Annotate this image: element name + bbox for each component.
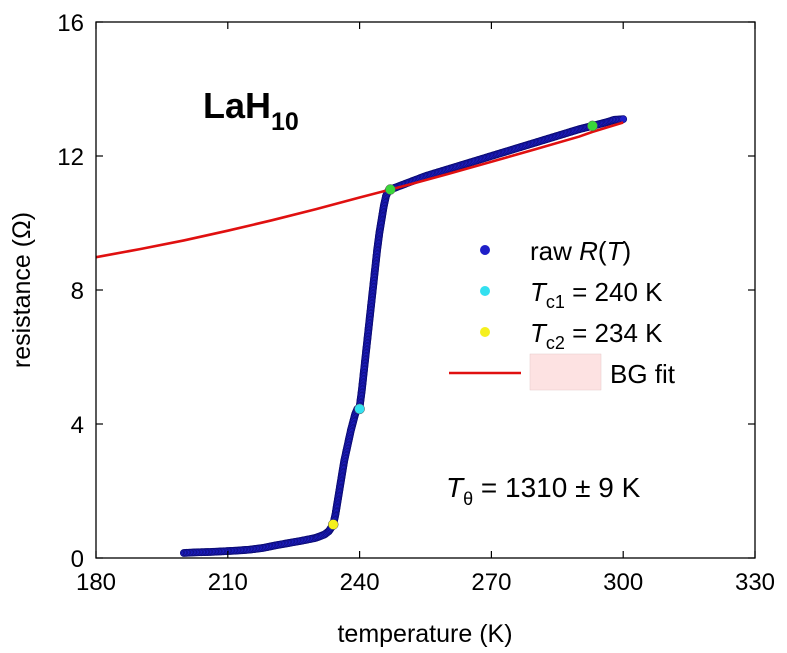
highlight-point bbox=[385, 184, 396, 195]
legend-label-part: ) bbox=[622, 236, 631, 266]
legend-label-part: ( bbox=[598, 236, 607, 266]
data-point bbox=[619, 115, 628, 124]
raw-series bbox=[179, 115, 628, 557]
legend-label-part: = 240 K bbox=[565, 277, 663, 307]
legend-label: Tc2 = 234 K bbox=[530, 318, 663, 353]
legend-fit-box bbox=[529, 353, 602, 391]
legend-marker bbox=[480, 245, 490, 255]
legend-label-part: T bbox=[530, 277, 548, 307]
legend-label-part: c2 bbox=[546, 333, 565, 353]
y-tick-label: 0 bbox=[71, 546, 84, 573]
theta-annotation-symbol: T bbox=[446, 472, 465, 503]
legend-label-part: = 234 K bbox=[565, 318, 663, 348]
y-tick-label: 16 bbox=[57, 10, 84, 37]
y-tick-label: 4 bbox=[71, 412, 84, 439]
x-tick-label: 270 bbox=[471, 569, 511, 596]
highlight-point bbox=[354, 403, 365, 415]
highlight-point bbox=[327, 519, 339, 530]
legend-label-part: R bbox=[579, 236, 598, 266]
y-tick-label: 12 bbox=[57, 144, 84, 171]
x-tick-label: 240 bbox=[340, 569, 380, 596]
legend-label: raw R(T) bbox=[530, 236, 631, 266]
axes: 180 210 240 270 300 330 0 4 8 12 16 bbox=[57, 10, 775, 596]
legend-label-part: T bbox=[607, 236, 625, 266]
x-axis-label: temperature (K) bbox=[337, 620, 512, 648]
legend-marker bbox=[480, 286, 490, 296]
x-tick-label: 180 bbox=[76, 569, 116, 596]
theta-annotation-text: = 1310 ± 9 K bbox=[473, 472, 640, 503]
legend-label: BG fit bbox=[610, 359, 676, 389]
x-tick-label: 330 bbox=[735, 569, 775, 596]
sample-label-sub: 10 bbox=[271, 108, 299, 136]
theta-annotation-sub: θ bbox=[463, 489, 473, 509]
highlight-point bbox=[587, 120, 598, 132]
legend-label: Tc1 = 240 K bbox=[530, 277, 663, 312]
plot-area bbox=[96, 115, 628, 557]
sample-label: LaH10 bbox=[203, 85, 299, 136]
legend-marker bbox=[480, 327, 490, 337]
legend-label-part: BG fit bbox=[610, 359, 676, 389]
y-axis-label: resistance (Ω) bbox=[8, 212, 36, 368]
legend-label-part: T bbox=[530, 318, 548, 348]
theta-annotation: Tθ = 1310 ± 9 K bbox=[446, 472, 641, 509]
legend-label-part: c1 bbox=[546, 292, 565, 312]
x-tick-label: 300 bbox=[603, 569, 643, 596]
sample-label-main: LaH bbox=[203, 85, 271, 126]
legend-label-part: raw bbox=[530, 236, 579, 266]
x-tick-label: 210 bbox=[208, 569, 248, 596]
y-tick-label: 8 bbox=[71, 278, 84, 305]
